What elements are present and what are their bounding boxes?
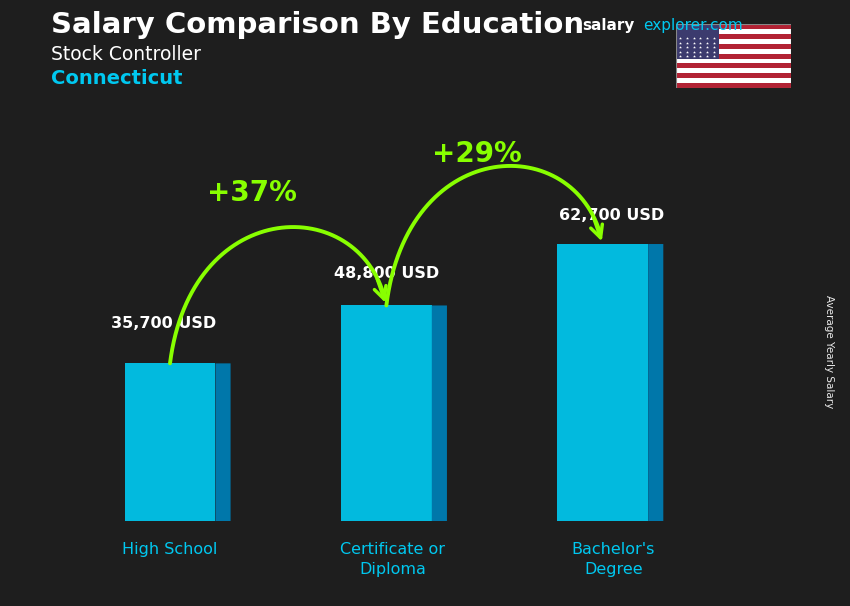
Polygon shape	[215, 364, 230, 521]
Bar	[676, 24, 719, 59]
Polygon shape	[432, 305, 447, 521]
Text: 62,700 USD: 62,700 USD	[558, 208, 664, 224]
Polygon shape	[558, 244, 649, 521]
Text: Stock Controller: Stock Controller	[51, 45, 201, 64]
Text: 35,700 USD: 35,700 USD	[110, 316, 216, 331]
Polygon shape	[125, 364, 215, 521]
Text: +29%: +29%	[433, 140, 522, 168]
Bar	[676, 48, 790, 53]
Text: 48,800 USD: 48,800 USD	[334, 266, 439, 281]
Bar	[676, 78, 790, 83]
Bar	[676, 59, 790, 64]
Polygon shape	[341, 305, 432, 521]
Text: Connecticut: Connecticut	[51, 69, 183, 88]
Text: Certificate or
Diploma: Certificate or Diploma	[340, 542, 445, 577]
Bar	[676, 29, 790, 34]
Polygon shape	[649, 244, 663, 521]
Bar	[676, 34, 790, 39]
Text: Bachelor's
Degree: Bachelor's Degree	[572, 542, 655, 577]
Text: Salary Comparison By Education: Salary Comparison By Education	[51, 12, 584, 39]
Bar	[676, 44, 790, 48]
Text: salary: salary	[582, 18, 635, 33]
Bar	[676, 73, 790, 78]
Bar	[676, 64, 790, 68]
Bar	[676, 53, 790, 59]
Bar	[676, 68, 790, 73]
Text: +37%: +37%	[207, 179, 298, 207]
Text: High School: High School	[122, 542, 218, 557]
Text: Average Yearly Salary: Average Yearly Salary	[824, 295, 834, 408]
Text: explorer.com: explorer.com	[643, 18, 743, 33]
Bar	[676, 24, 790, 29]
Bar	[676, 39, 790, 44]
Bar	[676, 83, 790, 88]
